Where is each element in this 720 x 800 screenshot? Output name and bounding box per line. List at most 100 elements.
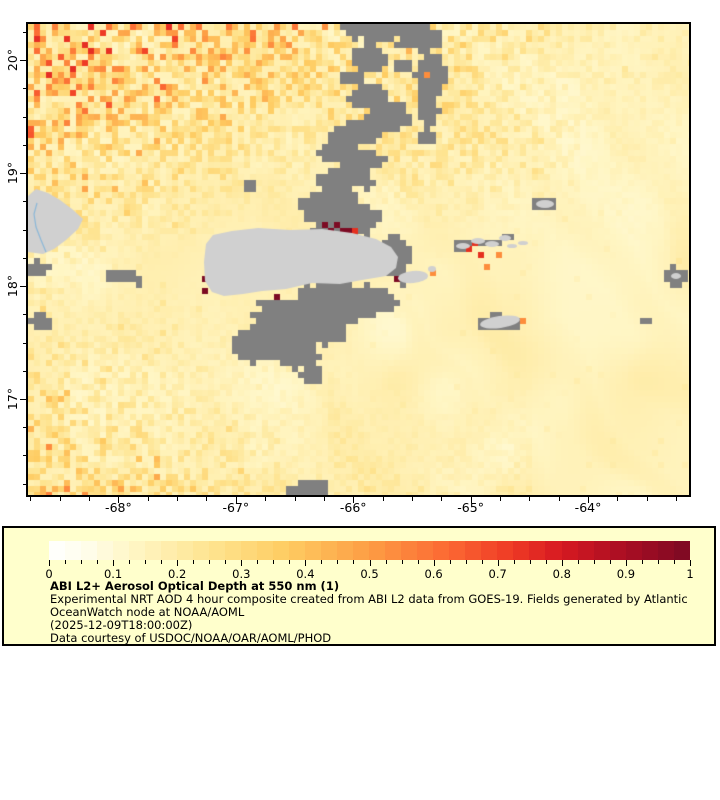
x-axis-tick-label: -64°	[574, 500, 602, 515]
legend-line-4: Data courtesy of USDOC/NOAA/OAR/AOML/PHO…	[50, 630, 332, 645]
colorbar-step	[625, 541, 642, 560]
colorbar-tick	[49, 560, 50, 566]
y-axis-minor-tick	[22, 257, 26, 259]
colorbar-step	[353, 541, 370, 560]
legend-title: ABI L2+ Aerosol Optical Depth at 550 nm …	[50, 579, 340, 593]
colorbar-step	[465, 541, 482, 560]
colorbar-tick	[449, 560, 451, 564]
y-axis-tick-label: 19°	[5, 162, 20, 185]
colorbar-tick	[417, 560, 419, 564]
x-axis-minor-tick	[676, 497, 678, 501]
colorbar-tick	[561, 560, 563, 566]
colorbar-tick	[305, 560, 307, 566]
colorbar-tick-label: 0.9	[616, 567, 636, 581]
y-axis-minor-tick	[22, 342, 26, 344]
colorbar-step	[545, 541, 562, 560]
colorbar-tick	[657, 560, 659, 564]
colorbar-tick-label: 0.2	[168, 567, 187, 581]
x-axis-minor-tick	[617, 497, 619, 501]
x-axis-major-tick	[588, 497, 590, 503]
x-axis-minor-tick	[499, 497, 501, 501]
y-axis-minor-tick	[22, 88, 26, 90]
colorbar-tick	[209, 560, 211, 564]
y-axis-minor-tick	[22, 229, 26, 231]
legend-line-3: (2025-12-09T18:00:00Z)	[50, 617, 193, 632]
colorbar-step	[129, 541, 146, 560]
colorbar-step	[385, 541, 402, 560]
y-axis-major-tick	[20, 286, 26, 288]
y-axis-major-tick	[20, 173, 26, 175]
x-axis-minor-tick	[646, 497, 648, 501]
colorbar-step	[241, 541, 258, 560]
x-axis-major-tick	[470, 497, 472, 503]
colorbar-step	[145, 541, 162, 560]
y-axis-minor-tick	[22, 314, 26, 316]
legend-line-2: OceanWatch node at NOAA/AOML	[50, 604, 245, 619]
colorbar-step	[193, 541, 210, 560]
y-axis-tick-label: 20°	[5, 49, 20, 72]
colorbar-tick-label: 0.6	[424, 567, 443, 581]
colorbar-tick	[497, 560, 499, 566]
legend-line-1: Experimental NRT AOD 4 hour composite cr…	[50, 591, 688, 606]
colorbar-tick	[401, 560, 403, 564]
y-axis-minor-tick	[22, 201, 26, 203]
colorbar-tick	[257, 560, 259, 564]
colorbar-step	[257, 541, 274, 560]
colorbar-tick	[577, 560, 579, 564]
colorbar-step	[177, 541, 194, 560]
x-axis-minor-tick	[323, 497, 325, 501]
colorbar-step	[209, 541, 226, 560]
map-frame	[26, 22, 691, 497]
colorbar-tick-label: 0.8	[552, 567, 571, 581]
y-axis-minor-tick	[22, 483, 26, 485]
colorbar-tick	[321, 560, 323, 564]
colorbar-step	[289, 541, 306, 560]
colorbar-tick	[690, 560, 691, 566]
colorbar-tick	[177, 560, 179, 566]
colorbar-tick-label: 0.7	[488, 567, 507, 581]
colorbar-step	[321, 541, 338, 560]
aod-raster-canvas	[28, 24, 689, 495]
colorbar-tick-label: 0	[45, 567, 53, 581]
colorbar-tick	[113, 560, 115, 566]
colorbar-tick	[97, 560, 99, 564]
colorbar-step	[481, 541, 498, 560]
colorbar-step	[337, 541, 354, 560]
y-axis-minor-tick	[22, 116, 26, 118]
colorbar-tick	[81, 560, 83, 564]
colorbar-step	[65, 541, 82, 560]
x-axis-tick-label: -65°	[457, 500, 484, 515]
x-axis-minor-tick	[441, 497, 443, 501]
y-axis-minor-tick	[22, 144, 26, 146]
colorbar-step	[449, 541, 466, 560]
colorbar-step	[529, 541, 546, 560]
x-axis-minor-tick	[411, 497, 413, 501]
colorbar-step	[273, 541, 290, 560]
colorbar-tick	[385, 560, 387, 564]
colorbar-tick-label: 1	[686, 567, 694, 581]
colorbar-step	[161, 541, 178, 560]
colorbar-tick	[65, 560, 67, 564]
x-axis-major-tick	[353, 497, 355, 503]
x-axis-minor-tick	[89, 497, 91, 501]
colorbar-tick	[145, 560, 147, 564]
colorbar-step	[49, 541, 66, 560]
legend-text: ABI L2+ Aerosol Optical Depth at 550 nm …	[50, 580, 688, 645]
colorbar-tick	[369, 560, 371, 566]
x-axis-minor-tick	[529, 497, 531, 501]
colorbar-tick	[225, 560, 227, 564]
colorbar-tick	[465, 560, 467, 564]
x-axis-tick-label: -66°	[339, 500, 367, 515]
colorbar-tick	[241, 560, 243, 566]
colorbar-tick	[529, 560, 531, 564]
colorbar-step	[433, 541, 450, 560]
legend-box: 0 0.1 0.2 0.3 0.4 0.5 0.6 0.7 0.8 0.9 1 ABI L2+ Ae…	[2, 526, 716, 646]
colorbar-step	[593, 541, 610, 560]
colorbar-step	[497, 541, 514, 560]
y-axis-major-tick	[20, 398, 26, 400]
colorbar-step	[81, 541, 98, 560]
y-axis-minor-tick	[22, 370, 26, 372]
colorbar-tick	[673, 560, 675, 564]
colorbar-tick-label: 0.5	[360, 567, 379, 581]
